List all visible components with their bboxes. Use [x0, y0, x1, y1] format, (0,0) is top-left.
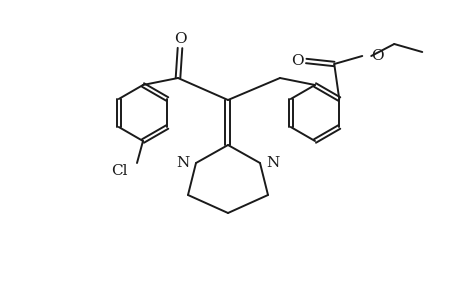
Text: O: O	[370, 49, 383, 63]
Text: N: N	[265, 156, 279, 170]
Text: O: O	[174, 32, 186, 46]
Text: N: N	[176, 156, 190, 170]
Text: O: O	[290, 54, 303, 68]
Text: Cl: Cl	[111, 164, 128, 178]
